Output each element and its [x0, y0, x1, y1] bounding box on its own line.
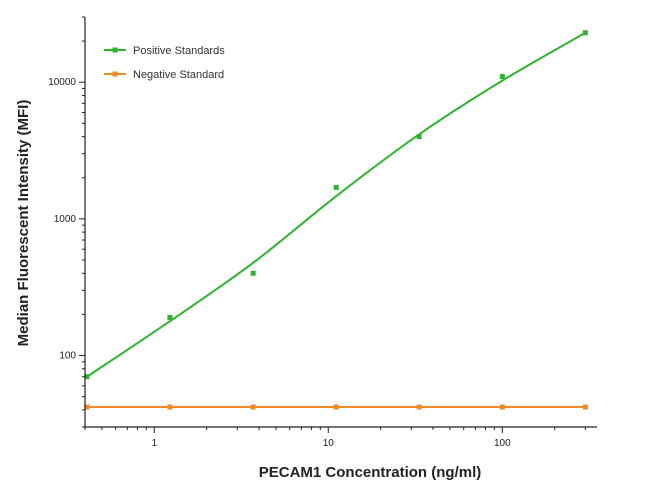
- legend-label: Positive Standards: [133, 45, 225, 57]
- x-tick-label: 10: [323, 438, 335, 449]
- series-1: [84, 404, 588, 410]
- data-point: [416, 404, 422, 410]
- y-tick-label: 10000: [48, 77, 76, 88]
- legend-swatch-marker: [112, 47, 118, 53]
- y-tick-label: 100: [59, 351, 76, 362]
- plot-area: [84, 30, 588, 410]
- axes: 100 1000 10000 1 10 100: [48, 16, 597, 449]
- legend-swatch-marker: [112, 71, 118, 77]
- x-tick-label: 1: [151, 438, 157, 449]
- series-line: [86, 31, 586, 378]
- data-point: [250, 270, 256, 276]
- data-point: [582, 30, 588, 36]
- y-tick-label: 1000: [54, 214, 77, 225]
- data-point: [167, 404, 173, 410]
- data-point: [250, 404, 256, 410]
- series-0: [84, 30, 588, 380]
- data-point: [84, 404, 90, 410]
- x-axis-title: PECAM1 Concentration (ng/ml): [259, 464, 482, 481]
- data-point: [84, 374, 90, 380]
- x-tick-label: 100: [494, 438, 511, 449]
- data-point: [499, 74, 505, 80]
- data-point: [499, 404, 505, 410]
- data-point: [582, 404, 588, 410]
- data-point: [416, 134, 422, 140]
- y-axis-title: Median Fluorescent Intensity (MFI): [15, 100, 32, 347]
- data-point: [333, 184, 339, 190]
- legend: Positive Standards Negative Standard: [104, 45, 225, 81]
- legend-label: Negative Standard: [133, 69, 224, 81]
- data-point: [333, 404, 339, 410]
- data-point: [167, 314, 173, 320]
